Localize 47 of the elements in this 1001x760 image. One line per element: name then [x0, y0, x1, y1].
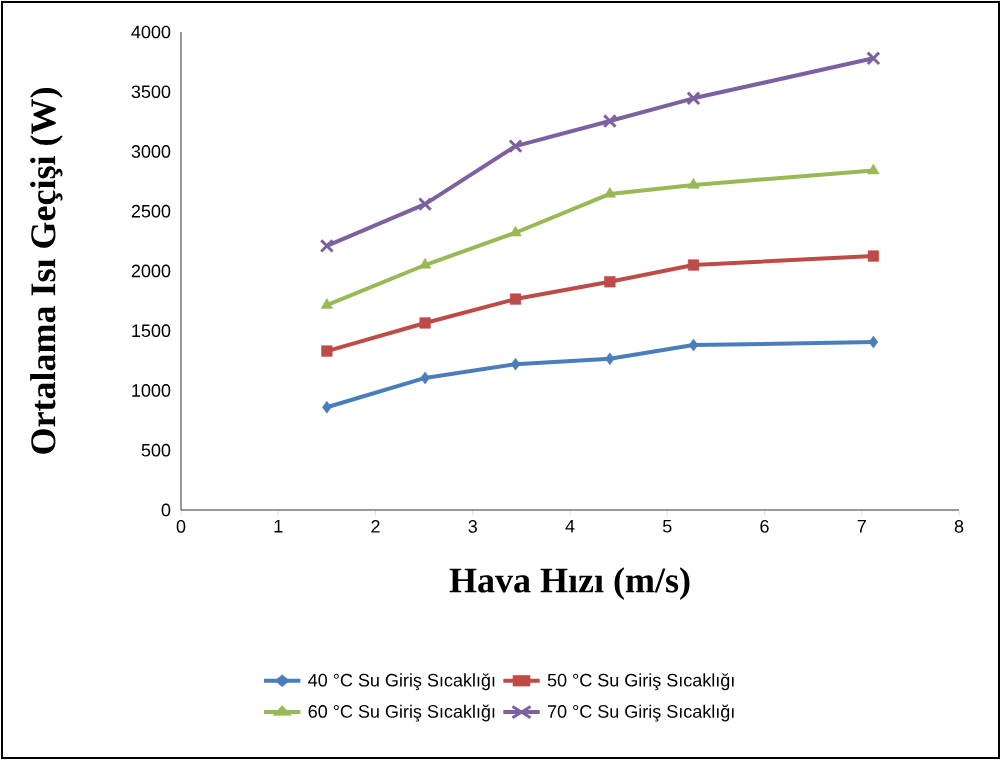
x-tick-label: 5	[662, 520, 672, 533]
x-tick-label: 8	[954, 520, 964, 533]
point	[319, 238, 334, 254]
y-tick-label: 500	[141, 443, 171, 457]
point	[509, 293, 522, 305]
point	[602, 113, 617, 129]
y-tick-label: 1500	[132, 324, 171, 338]
y-tick-label: 4000	[131, 25, 171, 39]
x-tick-label: 4	[565, 520, 575, 533]
point	[604, 276, 616, 288]
point	[320, 298, 333, 309]
point	[419, 317, 431, 329]
x-tick-label: 3	[468, 520, 477, 533]
point	[419, 258, 432, 269]
point	[508, 138, 523, 154]
y-tick-label: 3500	[131, 85, 171, 99]
point	[322, 400, 332, 414]
x-tick-label: 2	[371, 520, 380, 533]
point	[867, 163, 880, 175]
legend-label: 40 °C Su Giriş Sıcaklığı	[308, 673, 495, 691]
point	[687, 259, 700, 271]
point	[686, 91, 701, 106]
point	[510, 357, 521, 371]
y-tick-label: 2500	[131, 204, 171, 218]
x-tick-label: 1	[274, 520, 283, 533]
x-tick-label: 7	[857, 520, 866, 533]
y-tick-label: 0	[161, 503, 171, 517]
x-axis-title: Hava Hızı (m/s)	[449, 567, 690, 600]
point	[688, 338, 699, 352]
legend-label: 70 °C Su Giriş Sıcaklığı	[547, 704, 734, 722]
y-axis-title: Ortalama Isı Geçişi (W)	[30, 88, 63, 454]
y-tick-label: 1000	[132, 384, 171, 397]
legend-label: 50 °C Su Giriş Sıcaklığı	[547, 673, 734, 691]
point	[321, 345, 333, 357]
x-tick-label: 6	[760, 520, 769, 533]
x-tick-label: 0	[176, 520, 186, 533]
point	[509, 225, 522, 237]
point	[868, 335, 879, 349]
legend-label: 60 °C Su Giriş Sıcaklığı	[308, 704, 495, 722]
point	[687, 178, 700, 189]
point	[417, 196, 433, 212]
point	[866, 51, 881, 66]
point	[867, 250, 880, 262]
point	[420, 371, 430, 385]
point	[605, 352, 615, 366]
y-tick-label: 3000	[131, 145, 171, 158]
y-tick-label: 2000	[131, 264, 171, 278]
